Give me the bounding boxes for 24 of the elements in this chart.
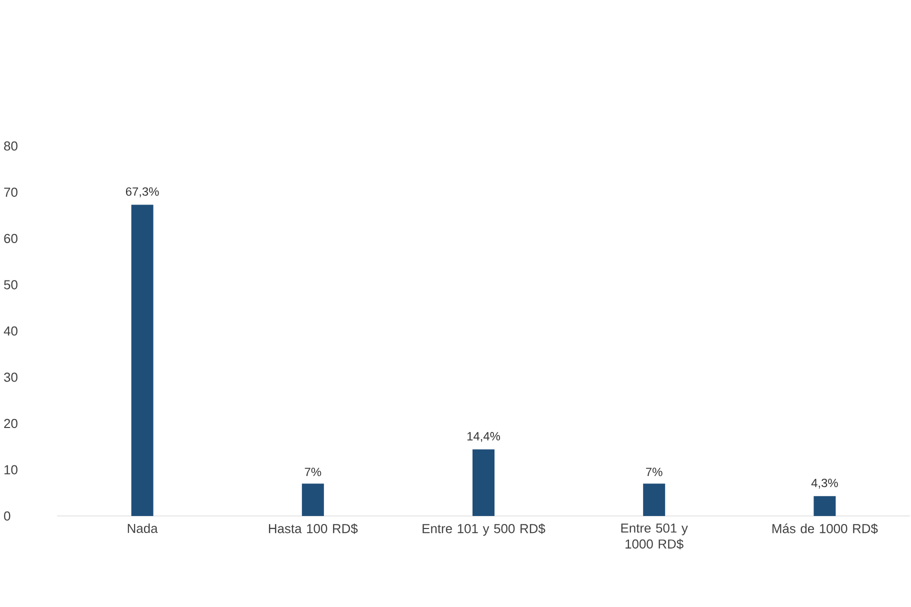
data-label: 67,3% [126,187,159,198]
bar [643,484,666,516]
data-label: 14,4% [467,432,500,442]
bar [302,484,324,516]
y-tick-label: 50 [4,280,18,290]
y-tick-label: 40 [4,326,18,336]
bar [131,204,154,516]
x-tick-label: Nada [128,523,158,533]
x-tick-label: Más de 1000 RD$ [772,523,878,534]
data-label: 7% [304,468,322,476]
y-tick-label: 20 [4,418,18,428]
y-tick-label: 80 [4,141,18,151]
y-tick-label: 70 [4,188,18,197]
bar [472,449,495,516]
bar [814,496,836,516]
x-tick-label: Hasta 100 RD$ [268,523,358,534]
y-tick-label: 60 [4,234,18,244]
y-tick-label: 10 [4,465,18,474]
data-label: 7% [646,468,662,476]
x-tick-label: Entre 501 y 1000 RD$ [621,523,688,550]
y-tick-label: 0 [4,511,10,521]
data-label: 4,3% [811,478,838,489]
x-tick-label: Entre 101 y 500 RD$ [422,523,546,536]
y-tick-label: 30 [4,372,18,382]
